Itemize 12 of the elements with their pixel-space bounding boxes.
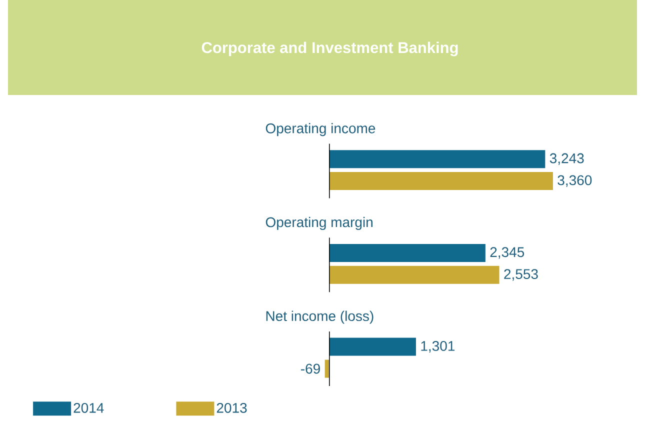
data-label: 1,301 <box>421 341 455 353</box>
data-label: 2,345 <box>490 247 524 259</box>
y-tick-label: Operating income <box>266 123 376 136</box>
legend-label: 2014 <box>74 402 104 413</box>
data-label: 2,553 <box>504 269 538 281</box>
legend-label: 2013 <box>216 402 247 413</box>
data-label: 3,360 <box>558 175 592 187</box>
data-label: 3,243 <box>550 153 584 165</box>
chart-title: Corporate and Investment Banking <box>202 42 458 56</box>
data-label: -69 <box>301 364 320 374</box>
y-tick-label: Net income (loss) <box>266 310 374 324</box>
y-tick-label: Operating margin <box>266 216 372 230</box>
